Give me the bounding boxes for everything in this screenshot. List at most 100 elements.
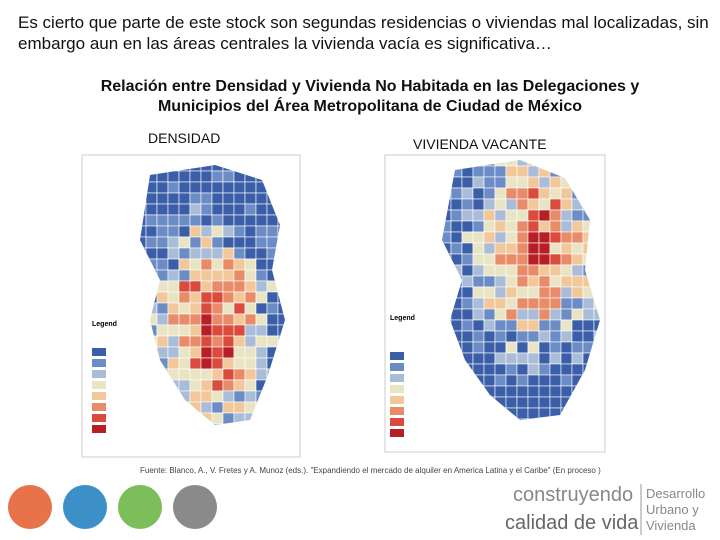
map-region (582, 308, 595, 321)
map-region (538, 176, 551, 189)
map-region (189, 269, 202, 282)
map-region (527, 341, 540, 354)
map-region (483, 330, 496, 343)
map-region (222, 181, 235, 194)
map-region (200, 324, 213, 337)
map-region (244, 324, 257, 337)
map-region (244, 302, 257, 315)
legend-swatch (390, 396, 404, 404)
map-region (505, 253, 518, 266)
map-region (516, 330, 529, 343)
map-region (167, 170, 180, 183)
map-region (178, 368, 191, 381)
map-region (560, 363, 573, 376)
map-region (538, 286, 551, 299)
map-region (178, 170, 191, 183)
map-region (516, 418, 529, 420)
map-region (527, 253, 540, 266)
map-region (571, 352, 584, 365)
map-region (472, 198, 485, 211)
map-region (244, 346, 257, 359)
map-region (505, 308, 518, 321)
map-region (538, 396, 551, 409)
map-region (200, 291, 213, 304)
map-region (189, 181, 202, 194)
map-region (233, 368, 246, 381)
map-region (505, 363, 518, 376)
map-region (483, 165, 496, 178)
map-region (200, 346, 213, 359)
map-region (527, 352, 540, 365)
map-region (211, 390, 224, 403)
map-region (222, 258, 235, 271)
map-region (244, 335, 257, 348)
map-region (560, 330, 573, 343)
map-region (483, 198, 496, 211)
icon (63, 485, 107, 529)
map-region (494, 286, 507, 299)
map-region (200, 225, 213, 238)
map-region (538, 264, 551, 277)
legend-swatch (92, 425, 106, 433)
map-region (244, 247, 257, 260)
map-region (582, 330, 595, 343)
map-region (461, 308, 474, 321)
map-region (538, 220, 551, 233)
map-region (527, 385, 540, 398)
map-region (167, 203, 180, 216)
map-region (527, 231, 540, 244)
map-region (461, 275, 474, 288)
map-region (516, 253, 529, 266)
map-region (549, 308, 562, 321)
map-region (483, 231, 496, 244)
map-region (483, 264, 496, 277)
legend-swatches (390, 352, 404, 437)
map-region (200, 390, 213, 403)
map-region (494, 264, 507, 277)
legend-swatches (92, 348, 106, 433)
map-region (222, 280, 235, 293)
map-region (167, 258, 180, 271)
map-region (244, 203, 257, 216)
map-region (189, 346, 202, 359)
map-region (560, 352, 573, 365)
map-region (211, 401, 224, 414)
map-region (266, 324, 279, 337)
map-region (505, 242, 518, 255)
map-region (527, 176, 540, 189)
source: Fuente: Blanco, A., V. Fretes y A. Munoz… (140, 466, 601, 475)
map-region (233, 291, 246, 304)
map-region (516, 176, 529, 189)
map-region (178, 324, 191, 337)
map-region (461, 176, 474, 189)
map-region (189, 203, 202, 216)
map-region (461, 220, 474, 233)
map-region (527, 407, 540, 420)
legend-swatch (92, 381, 106, 389)
map-region (516, 220, 529, 233)
map-region (549, 363, 562, 376)
map-region (461, 209, 474, 222)
map-region (156, 324, 169, 337)
map-region (167, 269, 180, 282)
map-region (516, 363, 529, 376)
map-region (222, 291, 235, 304)
map-region (145, 203, 158, 216)
map-region (483, 286, 496, 299)
logo-text: Urbano y (646, 502, 699, 517)
map-region (178, 236, 191, 249)
map-region (549, 187, 562, 200)
map-region (255, 236, 268, 249)
map-region (472, 341, 485, 354)
map-region (255, 214, 268, 227)
map-region (266, 225, 279, 238)
map-region (461, 319, 474, 332)
map-region (472, 242, 485, 255)
map-region (472, 330, 485, 343)
map-region (549, 352, 562, 365)
map-region (233, 335, 246, 348)
map-region (571, 231, 584, 244)
map-region (211, 324, 224, 337)
map-region (211, 258, 224, 271)
map-region (461, 264, 474, 277)
